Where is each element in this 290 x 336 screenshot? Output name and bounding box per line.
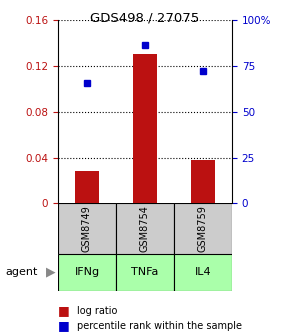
Bar: [133, 54, 157, 203]
Bar: [174, 254, 232, 291]
Text: GSM8759: GSM8759: [198, 205, 208, 252]
Text: GDS498 / 27075: GDS498 / 27075: [90, 12, 200, 25]
Text: percentile rank within the sample: percentile rank within the sample: [77, 321, 242, 331]
Text: agent: agent: [6, 267, 38, 277]
Text: ■: ■: [58, 304, 70, 317]
Bar: [75, 171, 99, 203]
Text: IFNg: IFNg: [75, 267, 99, 277]
Bar: [116, 203, 174, 254]
Text: ■: ■: [58, 320, 70, 332]
Bar: [116, 254, 174, 291]
Text: ▶: ▶: [46, 266, 56, 279]
Text: GSM8754: GSM8754: [140, 205, 150, 252]
Text: TNFa: TNFa: [131, 267, 159, 277]
Bar: [174, 203, 232, 254]
Bar: [58, 254, 116, 291]
Bar: [191, 160, 215, 203]
Text: GSM8749: GSM8749: [82, 205, 92, 252]
Text: IL4: IL4: [195, 267, 211, 277]
Bar: [58, 203, 116, 254]
Text: log ratio: log ratio: [77, 306, 117, 316]
